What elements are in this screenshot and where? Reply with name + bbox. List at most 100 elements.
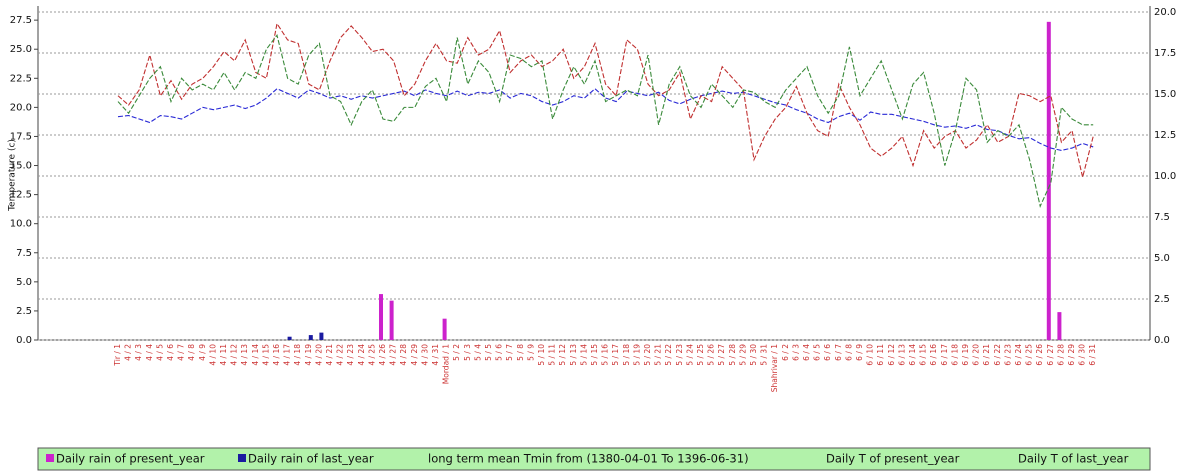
x-tick-label: 5 / 28: [728, 344, 737, 366]
y-tick-label: 15.0: [10, 161, 32, 172]
legend-swatch: [238, 454, 246, 462]
x-tick-label: 4 / 9: [198, 344, 207, 361]
x-tick-label: 4 / 25: [367, 344, 376, 366]
y2-tick-label: 5.0: [1154, 253, 1170, 264]
x-tick-label: 4 / 28: [399, 344, 408, 366]
x-tick-label: 6 / 24: [1014, 344, 1023, 366]
y2-tick-label: 7.5: [1154, 212, 1170, 223]
x-tick-label: 5 / 31: [760, 344, 769, 366]
x-tick-label: 6 / 25: [1025, 344, 1034, 366]
y-tick-label: 10.0: [10, 219, 32, 230]
y2-tick-label: 20.0: [1154, 7, 1176, 18]
x-tick-label: 5 / 8: [516, 344, 525, 361]
bar: [379, 294, 383, 340]
x-tick-label: 5 / 30: [749, 344, 758, 366]
x-tick-label: 4 / 31: [431, 344, 440, 366]
x-tick-label: 4 / 27: [389, 344, 398, 366]
y-tick-label: 12.5: [10, 190, 32, 201]
bar: [287, 336, 292, 340]
x-tick-label: 6 / 3: [791, 344, 800, 361]
x-tick-label: 4 / 22: [336, 344, 345, 366]
x-tick-label: 4 / 15: [261, 344, 270, 366]
x-tick-label: 5 / 5: [484, 344, 493, 361]
x-tick-label: 4 / 16: [272, 344, 281, 366]
x-tick-label: 5 / 20: [643, 344, 652, 366]
x-tick-label: Mordad / 1: [442, 344, 451, 384]
x-tick-label: Shahrivar / 1: [770, 344, 779, 392]
x-tick-label: 6 / 8: [844, 344, 853, 361]
x-tick-label: 4 / 6: [166, 344, 175, 361]
x-tick-label: 4 / 8: [187, 344, 196, 361]
x-tick-label: 4 / 29: [410, 344, 419, 366]
x-tick-label: 4 / 5: [155, 344, 164, 361]
x-tick-label: 4 / 24: [357, 344, 366, 366]
x-tick-label: 5 / 11: [548, 344, 557, 366]
y-tick-label: 0.0: [16, 335, 32, 346]
x-tick-label: 5 / 15: [590, 344, 599, 366]
bar: [308, 335, 313, 340]
x-tick-label: 4 / 11: [219, 344, 228, 366]
x-tick-label: 6 / 28: [1056, 344, 1065, 366]
x-tick-label: Tir / 1: [113, 344, 122, 367]
y-tick-label: 22.5: [10, 73, 32, 84]
x-tick-label: 6 / 16: [929, 344, 938, 366]
x-tick-label: 5 / 3: [463, 344, 472, 361]
x-tick-label: 6 / 10: [866, 344, 875, 366]
x-tick-label: 4 / 13: [240, 344, 249, 366]
y-axis-label: Temperature (c): [8, 139, 18, 212]
x-tick-label: 5 / 25: [696, 344, 705, 366]
x-tick-label: 5 / 27: [717, 344, 726, 366]
x-tick-label: 4 / 21: [325, 344, 334, 366]
x-tick-label: 5 / 12: [558, 344, 567, 366]
y2-tick-label: 12.5: [1154, 130, 1176, 141]
line: [117, 22, 1094, 178]
x-tick-label: 6 / 18: [950, 344, 959, 366]
line: [117, 34, 1094, 208]
x-tick-label: 4 / 20: [314, 344, 323, 366]
x-tick-label: 5 / 29: [738, 344, 747, 366]
x-tick-label: 5 / 10: [537, 344, 546, 366]
x-tick-label: 5 / 7: [505, 344, 514, 361]
y2-tick-label: 17.5: [1154, 48, 1176, 59]
bar: [1057, 312, 1062, 340]
x-tick-label: 5 / 9: [526, 344, 535, 361]
x-tick-label: 5 / 6: [495, 344, 504, 361]
x-tick-label: 6 / 19: [961, 344, 970, 366]
x-tick-label: 4 / 7: [177, 344, 186, 361]
legend-label: Daily rain of present_year: [56, 452, 205, 466]
x-tick-label: 5 / 16: [601, 344, 610, 366]
x-tick-label: 6 / 14: [908, 344, 917, 366]
x-tick-label: 5 / 13: [569, 344, 578, 366]
x-tick-label: 5 / 21: [654, 344, 663, 366]
x-tick-label: 6 / 20: [972, 344, 981, 366]
x-tick-label: 6 / 5: [813, 344, 822, 361]
x-tick-label: 5 / 23: [675, 344, 684, 366]
y2-tick-label: 10.0: [1154, 171, 1176, 182]
x-tick-label: 6 / 17: [940, 344, 949, 366]
bar: [1046, 21, 1051, 341]
x-tick-label: 4 / 4: [145, 344, 154, 361]
legend-label: long term mean Tmin from (1380-04-01 To …: [428, 452, 749, 466]
x-tick-label: 4 / 17: [283, 344, 292, 366]
y-tick-label: 2.5: [16, 306, 32, 317]
line: [117, 88, 1094, 151]
x-tick-label: 5 / 26: [707, 344, 716, 366]
x-tick-label: 4 / 26: [378, 344, 387, 366]
x-tick-label: 6 / 22: [993, 344, 1002, 366]
y-tick-label: 25.0: [10, 44, 32, 55]
x-tick-label: 4 / 3: [134, 344, 143, 361]
x-tick-label: 6 / 26: [1035, 344, 1044, 366]
x-tick-label: 4 / 10: [208, 344, 217, 366]
x-tick-label: 4 / 30: [420, 344, 429, 366]
x-tick-label: 6 / 27: [1046, 344, 1055, 366]
x-tick-label: 5 / 19: [632, 344, 641, 366]
x-tick-label: 6 / 12: [887, 344, 896, 366]
y-tick-label: 27.5: [10, 15, 32, 26]
x-tick-label: 6 / 7: [834, 344, 843, 361]
y-tick-label: 20.0: [10, 102, 32, 113]
x-tick-label: 5 / 17: [611, 344, 620, 366]
x-tick-label: 5 / 2: [452, 344, 461, 361]
x-tick-label: 6 / 13: [897, 344, 906, 366]
x-tick-label: 6 / 4: [802, 344, 811, 361]
